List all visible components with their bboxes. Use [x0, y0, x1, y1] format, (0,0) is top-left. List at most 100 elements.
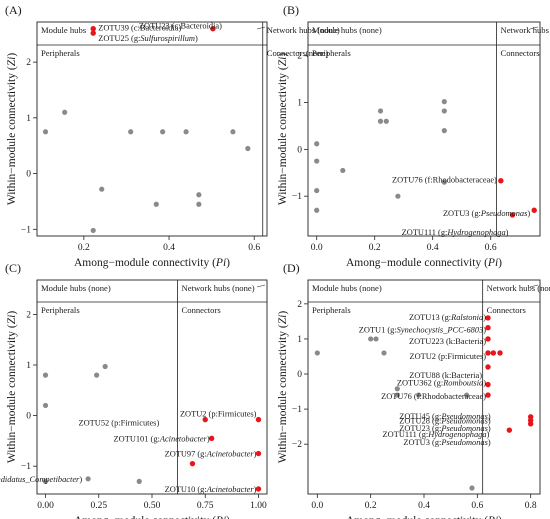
node-point — [42, 372, 49, 378]
y-tick-label: 0 — [297, 145, 302, 155]
node-point — [314, 158, 320, 164]
node-annotation: ZOTU3 (g:Pseudomonas) — [403, 438, 490, 447]
node-point — [42, 129, 49, 135]
hub-point — [509, 212, 516, 218]
node-point — [94, 372, 100, 378]
node-point — [90, 227, 96, 234]
quadrant-label: Module hubs (none) — [312, 25, 382, 35]
node-point — [381, 350, 387, 356]
quadrant-label: Module hubs — [41, 25, 87, 35]
y-tick-label: −1 — [292, 405, 302, 415]
y-tick-label: 0 — [26, 412, 31, 422]
label-leader — [529, 26, 539, 30]
x-tick-label: 0.2 — [78, 243, 90, 253]
label-leader — [256, 26, 266, 30]
y-tick-label: 0 — [297, 370, 302, 380]
quadrant-label: Peripherals — [41, 48, 80, 58]
node-point — [245, 145, 251, 152]
node-annotation: ZOTU111 (g:Hydrogenophaga) — [402, 228, 509, 237]
hub-point — [498, 178, 504, 184]
node-point — [464, 392, 470, 398]
node-point — [340, 167, 346, 174]
x-tick-label: 0.75 — [197, 501, 214, 511]
x-axis-title: Among−module connectivity (Pi) — [74, 515, 230, 519]
node-annotation: ZOTU2 (p:Firmicutes) — [180, 410, 257, 419]
y-tick-label: 2 — [26, 310, 31, 320]
node-point — [377, 118, 384, 124]
y-tick-label: −2 — [292, 440, 302, 450]
node-annotation: ZOTU3 (g:Pseudomonas) — [443, 209, 530, 218]
hub-point — [527, 421, 534, 427]
y-tick-label: −1 — [292, 192, 302, 202]
x-tick-label: 0.00 — [37, 501, 54, 511]
node-point — [99, 186, 105, 192]
x-tick-label: 0.25 — [90, 501, 107, 511]
node-annotation: ZOTU52 (p:Firmicutes) — [79, 419, 160, 428]
node-point — [394, 386, 400, 392]
node-annotation: ZOTU1 (g:Synechocystis_PCC-6803) — [359, 326, 486, 335]
node-point — [136, 478, 142, 484]
node-point — [314, 207, 320, 213]
quadrant-label: Peripherals — [312, 305, 351, 315]
y-axis-title: Within−module connectivity (Zi) — [6, 311, 18, 464]
node-point — [441, 99, 447, 105]
hub-point — [497, 350, 503, 356]
hub-point — [485, 381, 491, 388]
x-tick-label: 0.50 — [144, 501, 161, 511]
quadrant-label: Network hubs (none) — [487, 283, 550, 293]
y-tick-label: 1 — [26, 361, 31, 371]
y-tick-label: −1 — [21, 225, 31, 235]
hub-point — [531, 207, 537, 213]
node-point — [102, 363, 108, 370]
node-point — [183, 129, 189, 135]
node-point — [416, 392, 422, 398]
node-point — [373, 336, 379, 342]
node-point — [196, 201, 202, 207]
quadrant-label: Peripherals — [41, 305, 80, 315]
node-point — [441, 108, 447, 114]
node-annotation: ZOTU2 (p:Firmicutes) — [409, 352, 486, 361]
y-tick-label: 1 — [297, 99, 302, 109]
node-point — [42, 478, 49, 484]
hub-point — [485, 364, 491, 370]
hub-point — [485, 315, 491, 321]
x-tick-label: 0.0 — [311, 243, 323, 253]
hub-point — [208, 435, 215, 442]
node-point — [160, 129, 166, 135]
x-axis-title: Among−module connectivity (Pi) — [74, 257, 230, 269]
y-tick-label: 2 — [26, 58, 31, 68]
node-annotation: ZOTU13 (g:Ralstonia) — [409, 313, 486, 322]
panel-b: (B) Module hubs (none) Network hubs (none)… — [277, 3, 550, 269]
node-point — [230, 129, 236, 135]
node-annotation: ZOTU28 (g:Pseudomonas) — [399, 416, 491, 425]
node-annotation: ZOTU223 (k:Bacteria) — [409, 337, 486, 346]
node-annotation: ZOTU23 (g:Pseudomonas) — [399, 424, 491, 433]
node-point — [394, 392, 400, 398]
hub-point — [202, 416, 208, 423]
node-annotation: ZOTU111 (g:Hydrogenophaga) — [383, 430, 490, 439]
plot-frame — [307, 21, 541, 237]
x-tick-label: 0.6 — [485, 243, 497, 253]
node-point — [85, 476, 91, 482]
node-point — [469, 485, 475, 491]
node-annotation: ZOTU101 (g:Acinetobacter) — [114, 434, 210, 443]
y-tick-label: 2 — [297, 300, 302, 310]
node-annotation: ZOTU97 (g:Acinetobacter) — [165, 450, 257, 459]
y-tick-label: 1 — [297, 335, 302, 345]
quadrant-label: Connectors — [501, 48, 541, 58]
hub-point — [490, 350, 497, 356]
y-tick-label: −1 — [21, 462, 31, 472]
node-point — [314, 350, 320, 356]
hub-point — [189, 460, 196, 467]
node-point — [42, 402, 49, 409]
y-axis-title: Within−module connectivity (Zi) — [277, 311, 289, 464]
quadrant-label: Connectors(none) — [267, 48, 329, 58]
x-tick-label: 0.6 — [248, 243, 260, 253]
x-tick-label: 0.6 — [471, 501, 483, 511]
node-annotation: ZOTU362 (g:Romboutsia) — [397, 379, 486, 388]
node-annotation: ZOTU23 (c:Bacteroidia) — [139, 22, 222, 31]
node-point — [314, 141, 320, 147]
x-tick-label: 0.8 — [525, 501, 537, 511]
node-point — [314, 187, 320, 194]
